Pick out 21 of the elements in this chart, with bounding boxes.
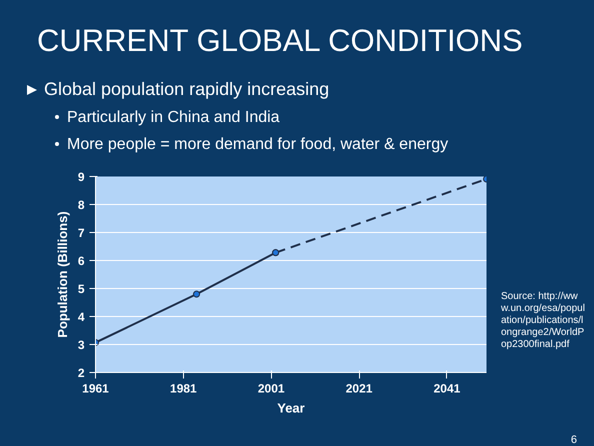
y-tick-label: 8 xyxy=(78,198,85,212)
y-tick-label: 4 xyxy=(78,310,85,324)
y-axis-title: Population (Billions) xyxy=(54,211,70,338)
text: More people = more demand for food, water & energy xyxy=(66,134,448,155)
y-tick-label: 7 xyxy=(78,226,85,240)
x-tick-label: 2001 xyxy=(258,382,285,396)
chart-title: CURRENT GLOBAL CONDITIONS xyxy=(37,22,523,60)
text: Global population rapidly increasing xyxy=(43,78,330,101)
y-tick-label: 6 xyxy=(78,254,85,268)
x-tick-label: 1981 xyxy=(170,382,198,396)
y-tick-label: 5 xyxy=(78,282,85,296)
y-tick-label: 9 xyxy=(78,170,85,184)
x-axis-title: Year xyxy=(277,400,305,416)
source-note: Source: http://www.un.org/esa/population/publications/longrange2/WorldPop2300final.pdf xyxy=(501,291,585,351)
y-tick-label: 2 xyxy=(78,366,85,380)
x-tick-label: 2021 xyxy=(346,382,373,396)
text: 6 xyxy=(570,433,577,446)
x-tick-label: 1961 xyxy=(82,382,110,396)
x-tick-label: 2041 xyxy=(434,382,461,396)
y-tick-label: 3 xyxy=(78,338,85,352)
text: Particularly in China and India xyxy=(66,108,281,128)
